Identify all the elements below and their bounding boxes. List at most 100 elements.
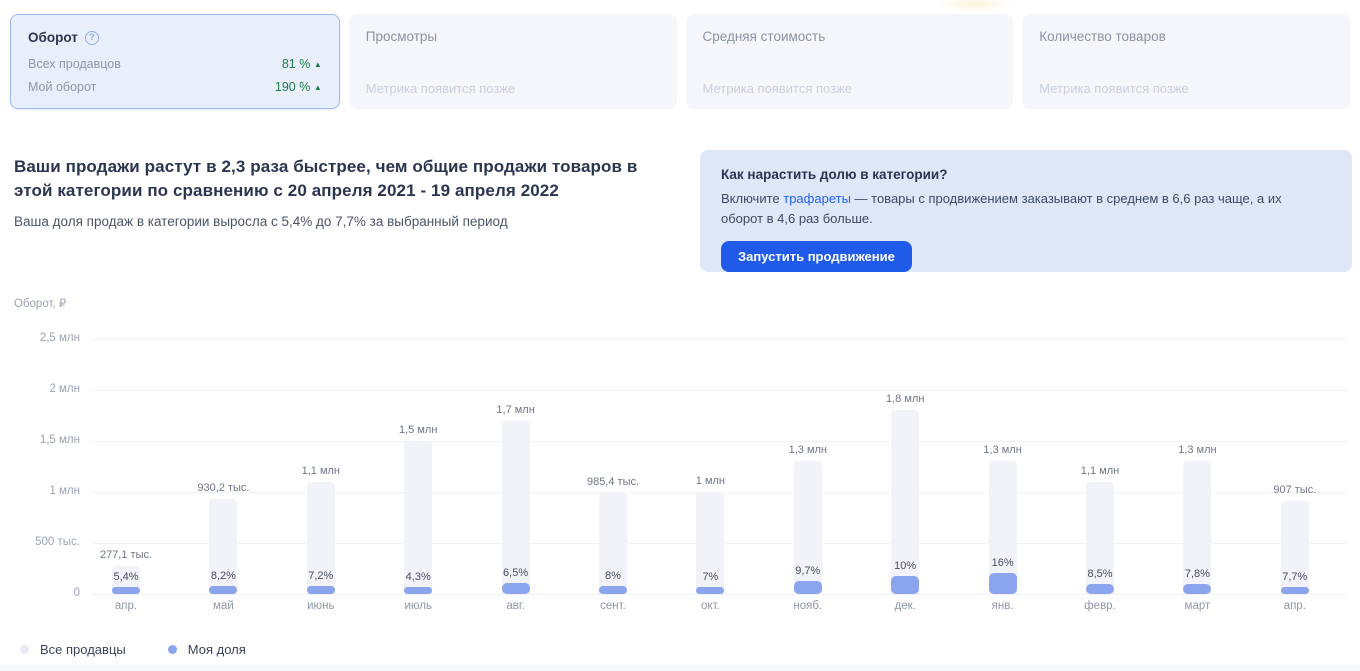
- bar-my-share[interactable]: [988, 572, 1017, 594]
- my-turnover-value: 190 % ▲: [274, 80, 322, 94]
- sales-summary: Ваши продажи растут в 2,3 раза быстрее, …: [14, 155, 676, 229]
- bar-share-label: 7,2%: [308, 569, 334, 582]
- bar-share-label: 8,5%: [1087, 568, 1113, 581]
- question-circle-icon[interactable]: ?: [84, 30, 99, 45]
- my-turnover-label: Мой оборот: [28, 80, 97, 94]
- metric-card-turnover-rows: Всех продавцов 81 % ▲ Мой оборот 190 % ▲: [28, 57, 322, 94]
- metric-card-turnover-header: Оборот ?: [28, 30, 322, 45]
- metric-card-title: Средняя стоимость: [702, 29, 826, 44]
- bar-value-label: 985,4 тыс.: [586, 476, 640, 489]
- promo-body-text: — товары с продвижением заказывают в сре…: [721, 191, 1282, 227]
- bar-value-label: 1,3 млн: [788, 444, 827, 457]
- all-sellers-value: 81 % ▲: [281, 57, 322, 71]
- bar-share-label: 4,3%: [405, 571, 431, 583]
- bar-all-sellers[interactable]: [793, 461, 822, 594]
- bar-share-label: 7%: [702, 570, 719, 583]
- trend-up-icon: ▲: [313, 83, 322, 92]
- x-axis-month-label: дек.: [894, 600, 916, 612]
- next-section-edge: [0, 665, 1360, 671]
- metric-placeholder: Метрика появится позже: [365, 81, 516, 96]
- promo-body: Включите трафареты — товары с продвижени…: [721, 189, 1321, 229]
- x-axis-month-label: февр.: [1084, 600, 1116, 612]
- bar-my-share[interactable]: [1280, 586, 1309, 594]
- bar-share-label: 7,8%: [1184, 567, 1210, 580]
- bar-my-share[interactable]: [209, 586, 238, 594]
- bar-value-label: 277,1 тыс.: [99, 548, 153, 561]
- metric-placeholder: Метрика появится позже: [1039, 81, 1189, 96]
- bar-my-share[interactable]: [1183, 583, 1212, 594]
- all-sellers-row: Всех продавцов 81 % ▲: [28, 57, 322, 71]
- trafarety-link[interactable]: трафареты: [783, 191, 851, 206]
- cursor-artifact: [936, 0, 1014, 12]
- metric-card-avg-price[interactable]: Средняя стоимость Метрика появится позже: [685, 14, 1014, 109]
- bar-my-share[interactable]: [1086, 584, 1114, 594]
- my-turnover-row: Мой оборот 190 % ▲: [28, 80, 322, 94]
- gridline: [92, 594, 1346, 595]
- bar-my-share[interactable]: [891, 575, 920, 594]
- bar-value-label: 1,8 млн: [885, 393, 925, 406]
- y-axis-tick-label: 2 млн: [49, 383, 80, 395]
- summary-subtext: Ваша доля продаж в категории выросла с 5…: [14, 213, 508, 229]
- promo-body-text: Включите: [721, 191, 784, 206]
- gridline: [92, 441, 1346, 442]
- metric-card-turnover[interactable]: Оборот ? Всех продавцов 81 % ▲ Мой оборо…: [10, 14, 340, 109]
- all-sellers-label: Всех продавцов: [28, 57, 121, 71]
- bar-value-label: 1,3 млн: [1178, 444, 1217, 457]
- bar-share-label: 8,2%: [210, 570, 236, 583]
- x-axis-month-label: апр.: [114, 600, 138, 612]
- bar-my-share[interactable]: [501, 582, 530, 594]
- promo-title: Как нарастить долю в категории?: [721, 167, 948, 182]
- promo-box: Как нарастить долю в категории? Включите…: [700, 150, 1352, 273]
- legend-item-all-sellers[interactable]: Все продавцы: [20, 642, 126, 657]
- legend-label: Моя доля: [187, 642, 246, 657]
- bar-my-share[interactable]: [599, 585, 627, 594]
- turnover-chart: Оборот, ₽ 0 500 тыс. 1 млн 1,5 млн 2 млн 2,5 …: [0, 290, 1360, 671]
- all-sellers-dot-icon: [20, 645, 29, 654]
- bar-all-sellers[interactable]: [696, 492, 725, 594]
- legend-item-my-share[interactable]: Моя доля: [167, 642, 246, 657]
- metric-card-title: Просмотры: [365, 29, 438, 44]
- bar-my-share[interactable]: [112, 587, 140, 594]
- bar-all-sellers[interactable]: [599, 493, 627, 594]
- bar-all-sellers[interactable]: [891, 410, 920, 594]
- bar-share-label: 5,4%: [113, 571, 139, 583]
- bar-all-sellers[interactable]: [988, 461, 1017, 594]
- bar-share-label: 6,5%: [503, 566, 529, 579]
- x-axis-month-label: сент.: [600, 600, 626, 612]
- metric-card-views[interactable]: Просмотры Метрика появится позже: [348, 14, 677, 109]
- bar-value-label: 1,3 млн: [983, 444, 1022, 457]
- y-axis-tick-label: 1,5 млн: [39, 434, 80, 446]
- x-axis-month-label: апр.: [1283, 600, 1306, 612]
- bar-share-label: 8%: [605, 569, 621, 582]
- metric-card-items-count[interactable]: Количество товаров Метрика появится позж…: [1022, 14, 1350, 109]
- bar-value-label: 930,2 тыс.: [197, 482, 250, 495]
- bar-value-label: 1 млн: [695, 475, 726, 487]
- trend-up-icon: ▲: [313, 60, 322, 69]
- x-axis-month-label: июнь: [307, 600, 335, 612]
- bar-all-sellers[interactable]: [1183, 461, 1212, 594]
- x-axis-month-label: окт.: [701, 600, 720, 612]
- y-axis-tick-label: 2,5 млн: [39, 332, 80, 344]
- bar-all-sellers[interactable]: [404, 441, 433, 594]
- x-axis-month-label: июль: [404, 600, 432, 612]
- x-axis-month-label: май: [213, 600, 234, 612]
- summary-heading: Ваши продажи растут в 2,3 раза быстрее, …: [14, 157, 638, 200]
- bar-all-sellers[interactable]: [501, 420, 530, 594]
- y-axis-tick-label: 0: [73, 587, 80, 599]
- bar-my-share[interactable]: [696, 586, 725, 594]
- start-promotion-button[interactable]: Запустить продвижение: [721, 241, 912, 273]
- gridline: [92, 339, 1346, 340]
- bar-share-label: 10%: [894, 559, 917, 572]
- bar-all-sellers[interactable]: [1086, 481, 1114, 594]
- bar-all-sellers[interactable]: [209, 499, 238, 594]
- chart-y-axis-title: Оборот, ₽: [14, 298, 67, 310]
- bar-my-share[interactable]: [404, 587, 433, 594]
- bar-my-share[interactable]: [306, 585, 335, 594]
- bar-my-share[interactable]: [793, 581, 822, 594]
- my-share-dot-icon: [167, 645, 177, 654]
- bar-all-sellers[interactable]: [306, 481, 335, 594]
- y-axis-tick-label: 500 тыс.: [35, 536, 80, 548]
- x-axis-month-label: янв.: [991, 600, 1014, 612]
- bar-all-sellers[interactable]: [1280, 501, 1309, 594]
